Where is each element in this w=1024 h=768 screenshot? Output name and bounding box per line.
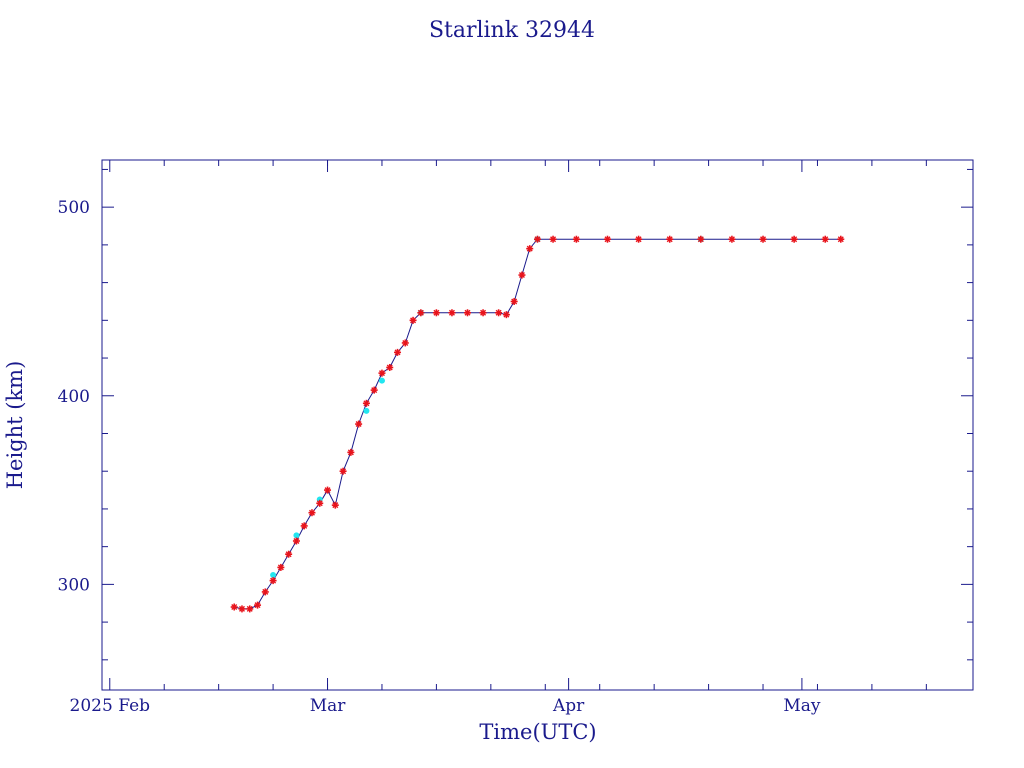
data-point-cyan: [270, 571, 277, 578]
plot-frame: [101, 159, 974, 691]
data-point-red: [502, 311, 510, 319]
data-point-red: [238, 605, 246, 613]
data-point-red: [572, 235, 580, 243]
data-point-red: [300, 522, 308, 530]
data-point-red: [479, 309, 487, 317]
data-point-red: [378, 369, 386, 377]
data-point-red: [261, 588, 269, 596]
data-point-red: [285, 550, 293, 558]
data-point-red: [510, 297, 518, 305]
data-point-red: [790, 235, 798, 243]
data-point-red: [292, 537, 300, 545]
y-tick-labels: 300 400 500: [58, 198, 90, 595]
data-point-red: [518, 271, 526, 279]
data-point-red: [230, 603, 238, 611]
x-axis-label: Time(UTC): [479, 720, 596, 744]
data-point-red: [821, 235, 829, 243]
data-point-red: [355, 420, 363, 428]
x-tick-label: May: [783, 696, 821, 716]
data-point-red: [697, 235, 705, 243]
data-point-red: [603, 235, 611, 243]
x-tick-label: 2025 Feb: [70, 696, 151, 716]
y-tick-label: 400: [58, 387, 90, 407]
y-tick-label: 500: [58, 198, 90, 218]
data-point-red: [394, 348, 402, 356]
data-point-red: [495, 309, 503, 317]
y-axis-label: Height (km): [3, 361, 27, 490]
data-point-cyan: [293, 532, 300, 539]
data-point-red: [339, 467, 347, 475]
data-point-red: [324, 486, 332, 494]
data-point-red: [370, 386, 378, 394]
data-point-red: [246, 605, 254, 613]
data-point-red: [308, 509, 316, 517]
data-point-red: [331, 501, 339, 509]
axis-ticks: [102, 160, 973, 690]
chart-title: Starlink 32944: [429, 18, 595, 43]
data-point-red: [549, 235, 557, 243]
data-point-red: [401, 339, 409, 347]
data-point-red: [526, 245, 534, 253]
data-point-red: [464, 309, 472, 317]
x-tick-label: Apr: [552, 696, 585, 716]
data-point-cyan: [363, 407, 370, 414]
data-point-red: [759, 235, 767, 243]
data-point-red: [386, 363, 394, 371]
data-point-red: [347, 448, 355, 456]
data-point-red: [277, 563, 285, 571]
data-point-red: [254, 601, 262, 609]
data-point-red: [269, 577, 277, 585]
data-point-red: [534, 235, 541, 243]
y-tick-label: 300: [58, 575, 90, 595]
data-point-red: [448, 309, 456, 317]
data-point-red: [837, 235, 845, 243]
data-points: [230, 235, 845, 613]
data-point-cyan: [378, 377, 385, 384]
data-point-red: [362, 399, 370, 407]
x-tick-label: Mar: [310, 696, 347, 716]
data-point-red: [417, 309, 425, 317]
data-point-red: [635, 235, 643, 243]
data-point-red: [666, 235, 674, 243]
data-point-red: [432, 309, 440, 317]
x-tick-labels: 2025 Feb Mar Apr May: [70, 696, 821, 716]
series-line: [234, 238, 841, 610]
data-point-red: [409, 316, 417, 324]
data-point-red: [316, 499, 324, 507]
data-point-red: [728, 235, 736, 243]
